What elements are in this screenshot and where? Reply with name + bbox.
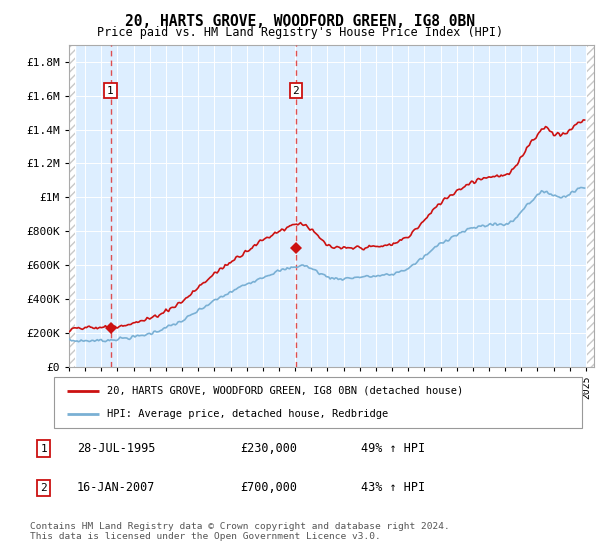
Bar: [587, 45, 594, 367]
Bar: [587, 45, 594, 367]
FancyBboxPatch shape: [54, 377, 582, 428]
Text: 1: 1: [40, 444, 47, 454]
Text: 2: 2: [40, 483, 47, 493]
Bar: [69, 45, 76, 367]
Text: Contains HM Land Registry data © Crown copyright and database right 2024.
This d: Contains HM Land Registry data © Crown c…: [30, 522, 450, 542]
Text: Price paid vs. HM Land Registry's House Price Index (HPI): Price paid vs. HM Land Registry's House …: [97, 26, 503, 39]
Text: 20, HARTS GROVE, WOODFORD GREEN, IG8 0BN (detached house): 20, HARTS GROVE, WOODFORD GREEN, IG8 0BN…: [107, 386, 463, 396]
Text: 20, HARTS GROVE, WOODFORD GREEN, IG8 0BN: 20, HARTS GROVE, WOODFORD GREEN, IG8 0BN: [125, 14, 475, 29]
Bar: [69, 45, 76, 367]
Text: £700,000: £700,000: [240, 481, 297, 494]
Text: 49% ↑ HPI: 49% ↑ HPI: [361, 442, 425, 455]
Text: HPI: Average price, detached house, Redbridge: HPI: Average price, detached house, Redb…: [107, 409, 388, 419]
Text: 43% ↑ HPI: 43% ↑ HPI: [361, 481, 425, 494]
Text: 2: 2: [292, 86, 299, 96]
Text: 16-JAN-2007: 16-JAN-2007: [77, 481, 155, 494]
Text: £230,000: £230,000: [240, 442, 297, 455]
Text: 1: 1: [107, 86, 114, 96]
Text: 28-JUL-1995: 28-JUL-1995: [77, 442, 155, 455]
